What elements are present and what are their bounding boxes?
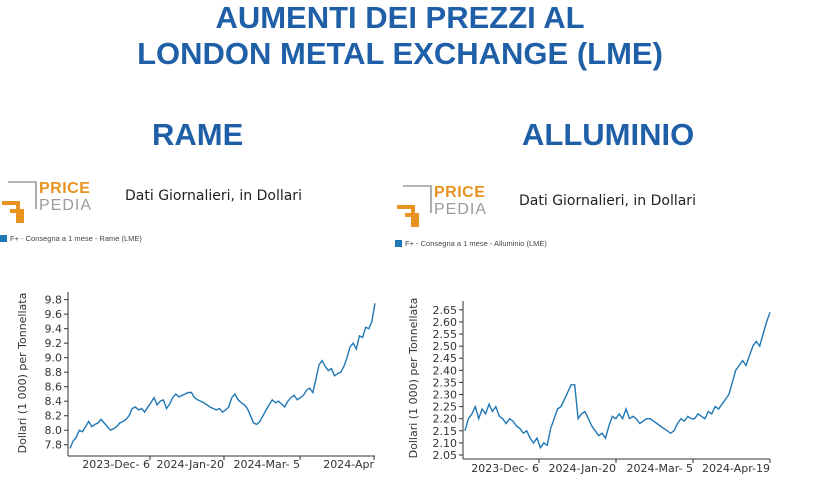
- legend-label: F+ - Consegna a 1 mese - Rame (LME): [10, 234, 142, 243]
- series-line: [69, 303, 376, 449]
- x-tick-label: 2024-Jan-20: [549, 462, 617, 475]
- line-chart-alluminio: 2.052.102.152.202.252.302.352.402.452.50…: [407, 298, 771, 475]
- logo-text-pedia: PEDIA: [434, 201, 488, 218]
- main-title-line2: LONDON METAL EXCHANGE (LME): [137, 36, 663, 71]
- x-tick-label: 2024-Mar- 5: [234, 458, 300, 471]
- y-tick-label: 2.45: [433, 352, 458, 365]
- y-tick-label: 2.05: [433, 449, 458, 462]
- y-tick-label: 2.20: [433, 413, 458, 426]
- y-tick-label: 9.8: [45, 294, 63, 307]
- chart-legend[interactable]: F+ - Consegna a 1 mese - Alluminio (LME): [395, 239, 547, 248]
- x-tick-label: 2023-Dec- 6: [82, 458, 150, 471]
- y-tick-label: 8.4: [45, 395, 63, 408]
- y-tick-label: 2.65: [433, 304, 458, 317]
- y-tick-label: 8.0: [45, 424, 63, 437]
- legend-swatch: [0, 235, 7, 242]
- y-tick-label: 9.6: [45, 308, 63, 321]
- legend-swatch: [395, 240, 402, 247]
- x-tick-label: 2024-Apr-19: [702, 462, 770, 475]
- pricepedia-logo: PRICE PEDIA: [0, 175, 100, 225]
- pricepedia-logo-icon: [397, 185, 432, 227]
- y-tick-label: 2.50: [433, 340, 458, 353]
- y-tick-label: 2.10: [433, 437, 458, 450]
- y-tick-label: 8.8: [45, 366, 63, 379]
- logo-text-pedia: PEDIA: [39, 197, 93, 214]
- chart-panel-rame: PRICE PEDIA Dati Giornalieri, in Dollari…: [0, 170, 410, 496]
- y-tick-label: 9.2: [45, 337, 63, 350]
- logo-text-price: PRICE: [39, 180, 91, 197]
- series-line: [464, 312, 771, 450]
- y-tick-label: 2.55: [433, 328, 458, 341]
- y-tick-label: 2.60: [433, 316, 458, 329]
- y-tick-label: 8.6: [45, 381, 63, 394]
- x-tick-label: 2024-Mar- 5: [627, 462, 693, 475]
- x-tick-label: 2023-Dec- 6: [471, 462, 539, 475]
- y-axis-label: Dollari (1 000) per Tonnellata: [407, 298, 420, 459]
- logo-text-price: PRICE: [434, 184, 486, 201]
- y-tick-label: 2.25: [433, 401, 458, 414]
- y-tick-label: 2.40: [433, 364, 458, 377]
- chart-description: Dati Giornalieri, in Dollari: [519, 193, 696, 209]
- y-tick-label: 7.8: [45, 439, 63, 452]
- x-tick-label: 2024-Jan-20: [157, 458, 225, 471]
- pricepedia-logo: PRICE PEDIA: [395, 175, 495, 227]
- y-axis-label: Dollari (1 000) per Tonnellata: [16, 293, 29, 454]
- y-tick-label: 9.4: [45, 323, 63, 336]
- y-tick-label: 9.0: [45, 352, 63, 365]
- pricepedia-logo-icon: [2, 181, 37, 223]
- panel-heading-rame: RAME: [152, 117, 244, 152]
- y-tick-label: 2.15: [433, 425, 458, 438]
- y-tick-label: 8.2: [45, 410, 63, 423]
- chart-panel-alluminio: PRICE PEDIA Dati Giornalieri, in Dollari…: [395, 170, 805, 496]
- line-chart-rame: 7.8 8.08.2 8.48.6 8.89.0 9.29.4 9.69.8 2023-De…: [16, 292, 376, 471]
- y-tick-label: 2.35: [433, 376, 458, 389]
- y-tick-label: 2.30: [433, 389, 458, 402]
- legend-label: F+ - Consegna a 1 mese - Alluminio (LME): [405, 239, 547, 248]
- panel-heading-alluminio: ALLUMINIO: [522, 117, 695, 152]
- chart-legend[interactable]: F+ - Consegna a 1 mese - Rame (LME): [0, 234, 142, 243]
- x-tick-label: 2024-Apr: [323, 458, 374, 471]
- chart-description: Dati Giornalieri, in Dollari: [125, 188, 302, 204]
- main-title-line1: AUMENTI DEI PREZZI AL: [215, 0, 585, 35]
